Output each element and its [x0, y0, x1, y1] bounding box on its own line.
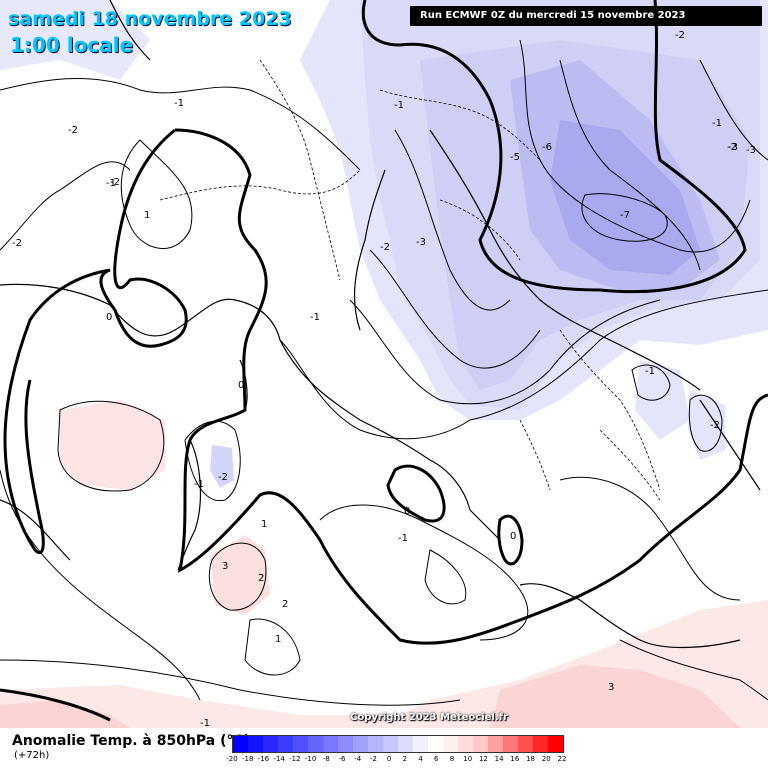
- color-scale-tick: -8: [322, 755, 330, 763]
- color-scale-tick: -6: [338, 755, 346, 763]
- country-borders: [159, 59, 661, 501]
- contour-label: 1: [144, 210, 150, 221]
- color-scale: [232, 735, 564, 753]
- contour-label: -2: [710, 420, 720, 431]
- contour-label: -6: [542, 142, 552, 153]
- contour-label: -2: [218, 472, 228, 483]
- contour-label: -2: [110, 177, 120, 188]
- color-scale-swatch: [443, 736, 458, 752]
- color-scale-tick: 4: [418, 755, 423, 763]
- contour-label: 0: [510, 531, 516, 542]
- color-scale-tick: -20: [226, 755, 238, 763]
- contour-label: -1: [174, 98, 184, 109]
- contour-label: 3: [222, 561, 228, 572]
- color-scale-swatch: [233, 736, 248, 752]
- anomaly-map: -1 -2 -2 -1 1 -1 -2 -1 -5 -6 -3 -2 -3 -2…: [0, 0, 768, 728]
- color-scale-swatch: [488, 736, 503, 752]
- coastlines: [0, 0, 761, 649]
- anomaly-contours: [0, 39, 768, 706]
- contour-label: -1: [194, 479, 204, 490]
- color-scale-tick: 22: [557, 755, 567, 763]
- color-scale-tick: -4: [354, 755, 362, 763]
- color-scale-swatch: [338, 736, 353, 752]
- color-scale-swatch: [548, 736, 563, 752]
- contour-label: -7: [620, 210, 630, 221]
- cold-anomaly-shading: [0, 0, 768, 488]
- color-scale-tick: -12: [289, 755, 301, 763]
- contour-label: 0: [238, 380, 244, 391]
- color-scale-tick: 10: [463, 755, 473, 763]
- contour-label: -2: [727, 142, 737, 153]
- color-scale-swatch: [503, 736, 518, 752]
- color-scale-swatch: [353, 736, 368, 752]
- color-scale-swatch: [308, 736, 323, 752]
- map-canvas: -1 -2 -2 -1 1 -1 -2 -1 -5 -6 -3 -2 -3 -2…: [0, 0, 768, 728]
- forecast-time: 1:00 locale: [10, 33, 134, 57]
- color-scale-tick: -16: [257, 755, 270, 763]
- contour-label: -2: [68, 125, 78, 136]
- color-scale-tick: -14: [273, 755, 285, 763]
- contour-label: -3: [746, 145, 756, 156]
- zero-contours: [0, 0, 768, 722]
- color-scale-swatch: [278, 736, 293, 752]
- contour-label: -1: [645, 366, 655, 377]
- run-info: Run ECMWF 0Z du mercredi 15 novembre 202…: [410, 6, 762, 26]
- color-scale-tick: 8: [449, 755, 455, 763]
- copyright: Copyright 2023 Meteociel.fr: [350, 712, 508, 723]
- color-scale-swatch: [473, 736, 488, 752]
- color-scale-tick: 18: [526, 755, 536, 763]
- contour-label: 0: [404, 506, 410, 517]
- color-scale-tick: 14: [494, 755, 504, 763]
- forecast-date: samedi 18 novembre 2023: [8, 8, 292, 30]
- color-scale-swatch: [398, 736, 413, 752]
- contour-label: -2: [380, 242, 390, 253]
- color-scale-swatch: [293, 736, 308, 752]
- color-scale-swatch: [248, 736, 263, 752]
- color-scale-swatch: [413, 736, 428, 752]
- color-scale-tick: -2: [369, 755, 377, 763]
- color-scale-tick: 0: [386, 755, 392, 763]
- contour-label: -1: [106, 178, 116, 189]
- contour-label: -1: [398, 533, 408, 544]
- color-scale-swatch: [368, 736, 383, 752]
- color-scale-swatch: [263, 736, 278, 752]
- contour-label: 1: [275, 634, 281, 645]
- color-scale-swatch: [533, 736, 548, 752]
- contour-label: -3: [728, 142, 738, 153]
- contour-label: -2: [675, 30, 685, 41]
- contour-label: -3: [416, 237, 426, 248]
- contour-label: -2: [12, 238, 22, 249]
- color-scale-tick: 20: [541, 755, 551, 763]
- contour-label: -1: [712, 118, 722, 129]
- legend-lead-time: (+72h): [14, 750, 50, 761]
- contour-label: -1: [394, 100, 404, 111]
- contour-label: 2: [258, 573, 264, 584]
- color-scale-swatch: [323, 736, 338, 752]
- color-scale-tick: -18: [241, 755, 254, 763]
- color-scale-swatch: [458, 736, 473, 752]
- color-scale-swatch: [428, 736, 443, 752]
- contour-label: -1: [200, 718, 210, 728]
- color-scale-tick: 6: [434, 755, 439, 763]
- contour-label: 1: [261, 519, 267, 530]
- color-scale-tick: 2: [402, 755, 408, 763]
- contour-label: 3: [608, 682, 614, 693]
- color-scale-tick: 12: [478, 755, 488, 763]
- color-scale-labels: -20 -18 -16 -14 -12 -10 -8 -6 -4 -2 0 2 4 6 8 10 12 14 16 1…: [226, 755, 566, 765]
- color-scale-swatch: [518, 736, 533, 752]
- color-scale-swatch: [383, 736, 398, 752]
- contour-labels: -1 -2 -2 -1 1 -1 -2 -1 -5 -6 -3 -2 -3 -2…: [12, 30, 756, 728]
- warm-anomaly-shading: [0, 400, 768, 728]
- color-scale-tick: 16: [510, 755, 520, 763]
- contour-label: 0: [106, 312, 112, 323]
- color-scale-tick: -10: [304, 755, 317, 763]
- contour-label: -5: [510, 152, 520, 163]
- contour-label: 2: [282, 599, 288, 610]
- contour-label: -1: [310, 312, 320, 323]
- legend-title: Anomalie Temp. à 850hPa (°C): [12, 733, 251, 749]
